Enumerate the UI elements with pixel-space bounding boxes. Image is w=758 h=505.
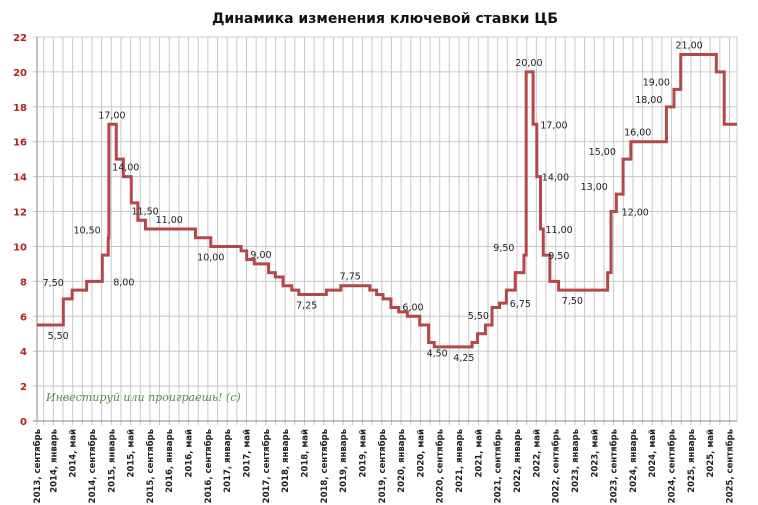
y-tick-label: 0 [20, 417, 27, 428]
x-tick-label: 2022, май [532, 429, 542, 478]
data-label: 10,50 [73, 226, 100, 237]
data-label: 12,00 [622, 208, 649, 219]
key-rate-line [37, 52, 737, 349]
y-tick-label: 2 [20, 382, 27, 393]
chart-title: Динамика изменения ключевой ставки ЦБ [212, 11, 558, 27]
x-tick-label: 2018, сентябрь [319, 429, 330, 503]
x-tick-label: 2025, сентябрь [725, 429, 736, 503]
x-tick-label: 2025, май [706, 429, 716, 478]
x-tick-label: 2019, сентябрь [377, 429, 388, 503]
data-label: 7,50 [43, 278, 64, 289]
x-tick-label: 2022, январь [513, 429, 523, 493]
data-label: 7,25 [296, 300, 317, 311]
data-labels: 5,507,5010,508,0017,0014,0011,5011,0010,… [43, 40, 703, 363]
x-tick-label: 2022, сентябрь [551, 429, 562, 503]
data-label: 16,00 [624, 128, 651, 139]
data-label: 9,50 [548, 251, 569, 262]
data-label: 6,75 [510, 299, 531, 310]
x-tick-label: 2020, сентябрь [435, 429, 446, 503]
x-tick-label: 2017, январь [223, 429, 233, 493]
y-tick-label: 6 [20, 312, 27, 323]
x-tick-label: 2020, май [416, 429, 426, 478]
x-axis: 2013, сентябрь 2014, январь 2014, май 2014,… [32, 429, 736, 503]
data-label: 9,00 [250, 250, 271, 261]
data-label: 20,00 [515, 58, 542, 69]
x-tick-label: 2023, январь [571, 429, 581, 493]
data-label: 6,00 [402, 302, 423, 313]
data-label: 11,50 [131, 206, 158, 217]
x-tick-label: 2015, май [127, 429, 137, 478]
x-tick-label: 2021, май [474, 429, 484, 478]
x-tick-label: 2020, январь [397, 429, 407, 493]
y-tick-label: 22 [13, 33, 27, 44]
data-label: 7,50 [562, 296, 583, 307]
y-axis: 0 2 4 6 8 10 12 14 16 18 20 22 [13, 33, 38, 428]
x-tick-label: 2019, январь [339, 429, 349, 493]
y-tick-label: 14 [13, 173, 27, 184]
data-label: 14,00 [112, 163, 139, 174]
y-tick-label: 12 [13, 208, 27, 219]
data-label: 5,50 [48, 331, 69, 342]
x-tick-label: 2024, сентябрь [667, 429, 678, 503]
data-label: 4,50 [427, 348, 448, 359]
data-label: 13,00 [581, 182, 608, 193]
y-tick-label: 18 [13, 103, 27, 114]
data-label: 5,50 [468, 311, 489, 322]
data-label: 9,50 [493, 243, 514, 254]
data-label: 8,00 [113, 277, 134, 288]
x-tick-label: 2014, январь [49, 429, 59, 493]
x-tick-label: 2014, сентябрь [87, 429, 98, 503]
data-label: 4,25 [453, 353, 474, 364]
grid [33, 36, 738, 425]
y-tick-label: 10 [13, 242, 27, 253]
data-label: 17,00 [540, 120, 567, 131]
data-label: 11,00 [546, 225, 573, 236]
x-tick-label: 2024, январь [629, 429, 639, 493]
x-tick-label: 2021, сентябрь [493, 429, 504, 503]
x-tick-label: 2017, сентябрь [261, 429, 272, 503]
x-tick-label: 2018, январь [281, 429, 291, 493]
data-label: 18,00 [635, 95, 662, 106]
data-label: 21,00 [676, 40, 703, 51]
x-tick-label: 2023, сентябрь [609, 429, 620, 503]
x-tick-label: 2015, сентябрь [145, 429, 156, 503]
data-label: 15,00 [589, 147, 616, 158]
y-tick-label: 4 [20, 347, 27, 358]
y-tick-label: 8 [20, 277, 27, 288]
data-label: 10,00 [197, 252, 224, 263]
x-tick-label: 2016, май [185, 429, 195, 478]
x-tick-label: 2017, май [243, 429, 253, 478]
x-tick-label: 2021, январь [455, 429, 465, 493]
x-tick-label: 2015, январь [107, 429, 117, 493]
data-label: 11,00 [156, 215, 183, 226]
x-tick-label: 2016, сентябрь [203, 429, 214, 503]
data-label: 19,00 [643, 77, 670, 88]
x-tick-label: 2024, май [648, 429, 658, 478]
series-key-rate [37, 52, 737, 349]
y-tick-label: 16 [13, 138, 27, 149]
y-tick-label: 20 [13, 68, 27, 79]
data-label: 7,75 [340, 272, 361, 283]
x-tick-label: 2013, сентябрь [32, 429, 43, 503]
x-tick-label: 2018, май [300, 429, 310, 478]
watermark: Инвестируй или проиграешь! (с) [45, 391, 241, 404]
x-tick-label: 2023, май [590, 429, 600, 478]
x-tick-label: 2014, май [69, 429, 79, 478]
data-label: 14,00 [542, 173, 569, 184]
data-label: 17,00 [98, 110, 125, 121]
x-tick-label: 2016, январь [165, 429, 175, 493]
x-tick-label: 2025, январь [687, 429, 697, 493]
x-tick-label: 2019, май [358, 429, 368, 478]
